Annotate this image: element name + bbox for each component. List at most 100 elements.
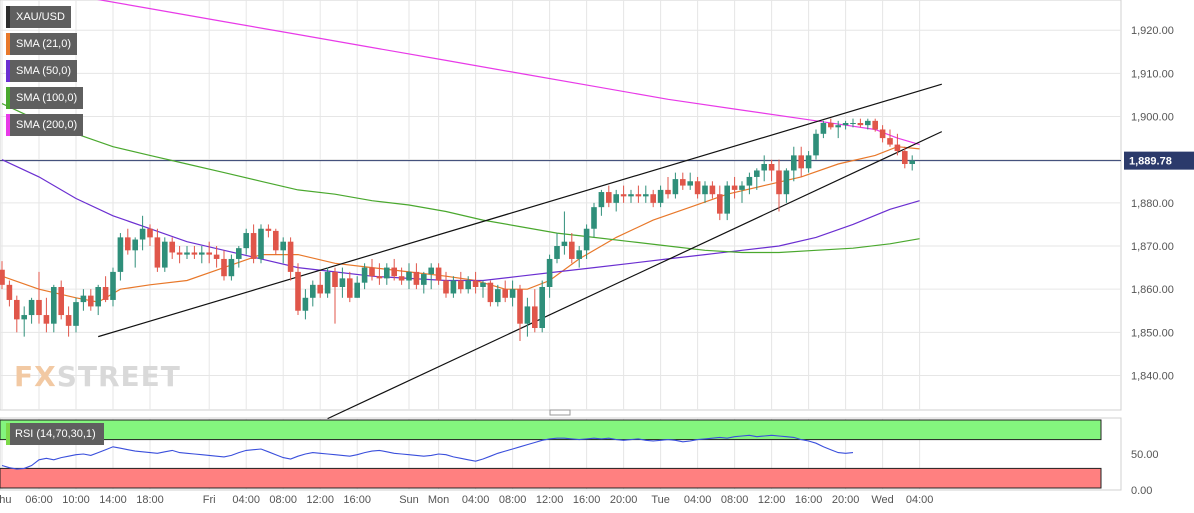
rsi-y-tick-label: 50.00 [1131, 449, 1159, 461]
x-tick-label: 16:00 [343, 494, 371, 506]
candle-body [532, 306, 538, 328]
candle-body [339, 278, 346, 287]
candle-body [591, 207, 597, 229]
rsi-legend-label: RSI (14,70,30,1) [6, 423, 104, 445]
y-tick-label: 1,850.00 [1131, 327, 1174, 339]
sma-line [1, 159, 920, 282]
candle-body [199, 252, 205, 255]
rsi-line [1, 434, 854, 470]
candle-body [487, 282, 494, 303]
candle-body [73, 302, 79, 326]
candle-body [739, 185, 745, 190]
x-tick-label: Tue [651, 494, 670, 506]
x-tick-label: 04:00 [906, 494, 934, 506]
legend-swatch [6, 87, 10, 109]
x-tick-label: 06:00 [25, 494, 53, 506]
candle-body [754, 170, 760, 177]
candle-body [324, 271, 331, 294]
x-tick-label: 10:00 [62, 494, 90, 506]
x-tick-label: Fri [203, 494, 216, 506]
candle-body [139, 228, 146, 240]
candle-body [398, 276, 405, 281]
candle-body [280, 241, 286, 251]
candle-body [472, 280, 479, 287]
candle-body [872, 120, 878, 130]
candle-body [14, 299, 20, 320]
candle-body [613, 194, 619, 203]
y-tick-label: 1,900.00 [1131, 112, 1174, 124]
candle-body [287, 241, 294, 272]
candle-body [879, 129, 886, 139]
candle-body [147, 228, 153, 238]
candle-body [361, 267, 368, 283]
candle-body [154, 237, 161, 268]
candle-body [228, 258, 235, 277]
pane-resize-handle [549, 409, 571, 416]
candle-body [465, 280, 471, 290]
candle-body [709, 185, 716, 195]
x-tick-label: 08:00 [269, 494, 297, 506]
candle-body [902, 151, 908, 164]
candle-body [502, 289, 508, 298]
candle-body [176, 252, 183, 255]
last-price-tag [1124, 151, 1194, 170]
legend-item: SMA (100,0) [6, 87, 84, 109]
candle-body [406, 271, 412, 281]
candle-body [369, 267, 375, 277]
candle-body [110, 271, 116, 300]
candle-body [443, 280, 449, 294]
x-tick-label: 20:00 [832, 494, 860, 506]
candle-body [828, 123, 834, 128]
x-tick-label: 12:00 [758, 494, 786, 506]
candle-body [310, 284, 316, 298]
candle-body [391, 267, 397, 277]
candle-body [783, 170, 790, 195]
x-tick-label: Thu [0, 494, 11, 506]
candle-body [643, 194, 649, 197]
y-tick-label: 1,920.00 [1131, 25, 1174, 37]
candle-body [746, 176, 753, 186]
legend-label: XAU/USD [16, 11, 65, 23]
candle-body [717, 194, 723, 214]
candle-body [213, 254, 220, 259]
candle-body [184, 252, 190, 255]
x-tick-label: 04:00 [462, 494, 490, 506]
candle-body [850, 123, 856, 124]
candle-body [672, 179, 679, 195]
candle-body [865, 120, 871, 126]
candle-body [561, 241, 568, 246]
rsi-y-tick-label: 0.00 [1131, 485, 1152, 497]
x-tick-label: 18:00 [136, 494, 164, 506]
candle-body [273, 230, 279, 251]
candle-body [702, 185, 708, 195]
candle-body [650, 194, 656, 203]
candle-body [376, 276, 383, 279]
y-tick-label: 1,910.00 [1131, 68, 1174, 80]
candle-body [842, 123, 849, 126]
candle-body [546, 258, 553, 287]
rsi-overbought-zone [0, 419, 1102, 441]
candle-body [428, 267, 434, 275]
candle-body [724, 185, 730, 214]
candle-body [132, 239, 138, 251]
candle-body [583, 228, 590, 251]
candle-body [250, 233, 257, 259]
candle-body [635, 194, 642, 197]
candle-body [265, 228, 272, 231]
x-tick-label: 08:00 [721, 494, 749, 506]
candle-body [805, 155, 812, 169]
candle-body [347, 278, 353, 298]
legend-swatch [6, 33, 10, 55]
x-tick-label: 14:00 [99, 494, 127, 506]
candle-body [206, 252, 212, 255]
legend-swatch [6, 6, 10, 28]
fxstreet-watermark: FXSTREET [14, 360, 181, 393]
trendline [327, 131, 943, 420]
rsi-swatch [6, 423, 10, 445]
x-tick-label: Sun [399, 494, 419, 506]
legend-item: SMA (200,0) [6, 114, 84, 136]
x-tick-label: 04:00 [684, 494, 712, 506]
candle-body [450, 280, 457, 294]
candle-body [665, 189, 671, 195]
candle-body [909, 160, 915, 164]
